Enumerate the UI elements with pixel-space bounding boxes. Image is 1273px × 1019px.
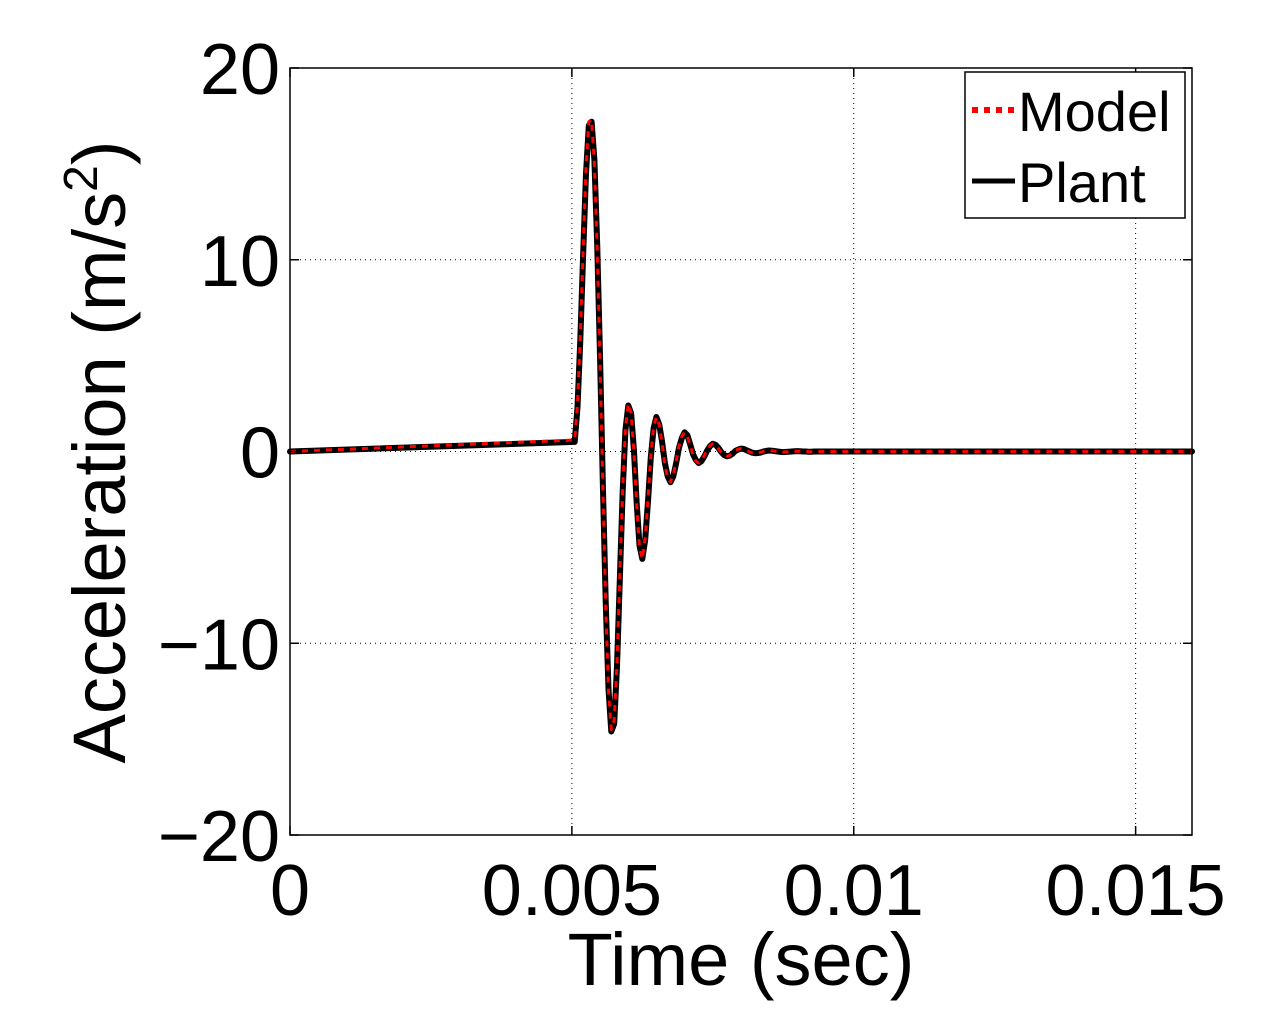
- tick-marks: [289, 67, 1192, 836]
- legend: Model Plant: [964, 71, 1186, 219]
- x-axis-label: Time (sec): [568, 918, 915, 1001]
- y-axis-label-main: Acceleration (m/s: [58, 192, 141, 764]
- y-axis-label-superscript: 2: [55, 165, 108, 192]
- legend-label-plant: Plant: [1018, 151, 1146, 214]
- y-tick-label: −20: [158, 797, 280, 877]
- series-layer: [287, 118, 1195, 735]
- y-tick-label: 10: [200, 222, 280, 302]
- legend-box: [964, 71, 1186, 219]
- y-tick-label: 0: [240, 414, 280, 494]
- series-line-model: [289, 118, 1192, 731]
- x-tick-label: 0.01: [784, 851, 924, 931]
- x-tick-label: 0.005: [482, 851, 662, 931]
- legend-label-model: Model: [1018, 80, 1171, 143]
- y-axis-label-close: ): [58, 141, 141, 166]
- y-tick-label: −10: [158, 605, 280, 685]
- y-tick-label: 20: [200, 30, 280, 110]
- x-tick-label: 0.015: [1046, 851, 1226, 931]
- tick-labels: 0 0.005 0.01 0.015 −20 −10 0 10 20: [158, 30, 1226, 931]
- y-axis-label: Acceleration (m/s2): [55, 141, 141, 764]
- x-tick-label: 0: [270, 851, 310, 931]
